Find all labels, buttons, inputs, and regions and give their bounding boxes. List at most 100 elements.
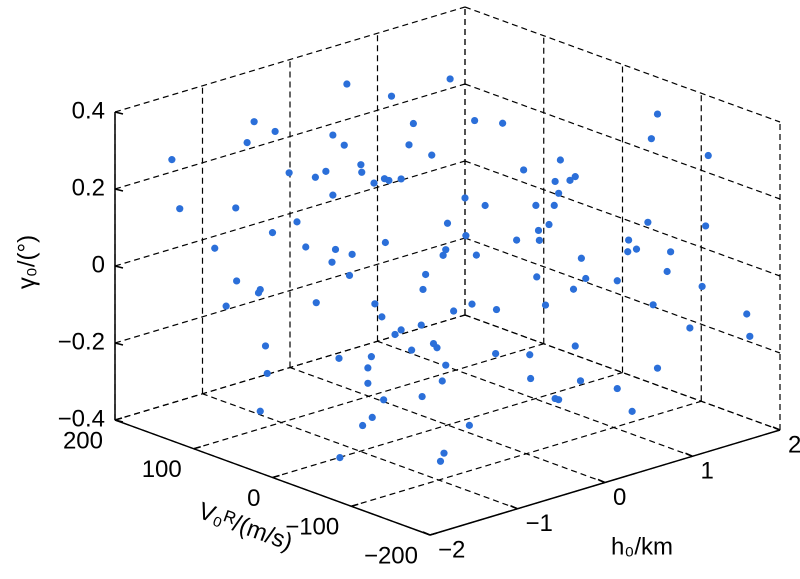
tick-mark — [422, 531, 431, 536]
point — [465, 421, 473, 429]
tick-mark — [685, 452, 693, 457]
point — [422, 270, 430, 279]
grid-line — [114, 160, 466, 267]
tick-mark — [510, 505, 518, 510]
grid-line — [377, 340, 693, 457]
point — [613, 384, 621, 393]
z-tick-label: 0.2 — [72, 174, 105, 201]
point — [409, 119, 417, 128]
point — [312, 299, 320, 307]
point — [243, 139, 251, 147]
point — [364, 379, 372, 387]
point — [311, 173, 319, 181]
point — [250, 118, 258, 126]
point — [541, 301, 550, 309]
point — [428, 151, 436, 159]
point — [302, 243, 310, 251]
point — [743, 310, 751, 318]
point — [340, 141, 348, 149]
point — [371, 300, 379, 308]
point — [513, 236, 521, 244]
point — [571, 342, 579, 350]
point — [649, 301, 657, 309]
point — [256, 285, 264, 294]
point — [499, 119, 507, 127]
point — [348, 250, 356, 258]
y-tick-label: −200 — [364, 542, 418, 569]
point — [358, 168, 366, 176]
tick-mark — [597, 478, 606, 484]
grid-line — [464, 83, 781, 200]
point — [551, 177, 559, 186]
point — [663, 267, 671, 276]
point — [293, 218, 301, 226]
grid-line — [193, 343, 544, 450]
tick-mark — [429, 532, 438, 536]
point — [556, 156, 564, 164]
point — [168, 156, 176, 164]
point — [364, 364, 372, 372]
point — [555, 396, 563, 404]
point — [535, 236, 543, 244]
point — [632, 245, 641, 253]
grid-line — [114, 237, 466, 344]
point — [442, 246, 450, 254]
point — [566, 176, 574, 184]
point — [335, 354, 343, 362]
point — [446, 75, 454, 83]
point — [370, 179, 378, 187]
x-tick-label: 1 — [701, 458, 714, 485]
y-axis-label: V₀ᴿ/(m/s) — [195, 497, 296, 556]
point — [571, 173, 579, 181]
point — [329, 191, 337, 199]
z-tick-label: 0.4 — [72, 97, 105, 124]
point — [492, 305, 501, 314]
z-tick-label: 0 — [92, 251, 105, 278]
point — [746, 332, 754, 340]
point — [481, 201, 489, 210]
point — [555, 189, 563, 197]
grid-line — [202, 393, 518, 510]
z-tick-label: −0.4 — [58, 405, 105, 432]
y-tick-label: 200 — [63, 427, 103, 454]
point — [440, 449, 448, 457]
point — [468, 300, 476, 308]
point — [492, 349, 500, 358]
point — [419, 285, 427, 294]
point — [520, 166, 528, 174]
point — [653, 364, 662, 372]
point — [367, 353, 375, 361]
point — [532, 201, 540, 209]
point — [533, 273, 541, 281]
point — [285, 169, 293, 177]
x-axis-label: h₀/km — [611, 533, 673, 560]
point — [408, 346, 416, 354]
point — [442, 361, 450, 369]
point — [450, 307, 458, 315]
point — [268, 229, 277, 237]
point — [233, 277, 241, 285]
point — [569, 285, 578, 293]
tick-mark — [114, 188, 124, 192]
point — [397, 175, 405, 183]
point — [378, 313, 386, 321]
tick-mark — [114, 265, 124, 269]
point — [698, 282, 706, 291]
point — [322, 167, 330, 175]
point — [628, 407, 636, 415]
point — [256, 407, 264, 415]
point — [472, 251, 480, 259]
tick-mark — [114, 342, 124, 346]
point — [271, 127, 279, 136]
point — [667, 248, 675, 256]
tick-mark — [772, 426, 781, 431]
point — [405, 141, 413, 149]
x-tick-label: −2 — [438, 536, 465, 563]
point — [436, 457, 445, 465]
x-tick-label: 0 — [613, 484, 626, 511]
point — [461, 194, 469, 202]
point — [702, 222, 710, 230]
point — [357, 161, 365, 169]
y-tick-label: −100 — [285, 514, 339, 541]
